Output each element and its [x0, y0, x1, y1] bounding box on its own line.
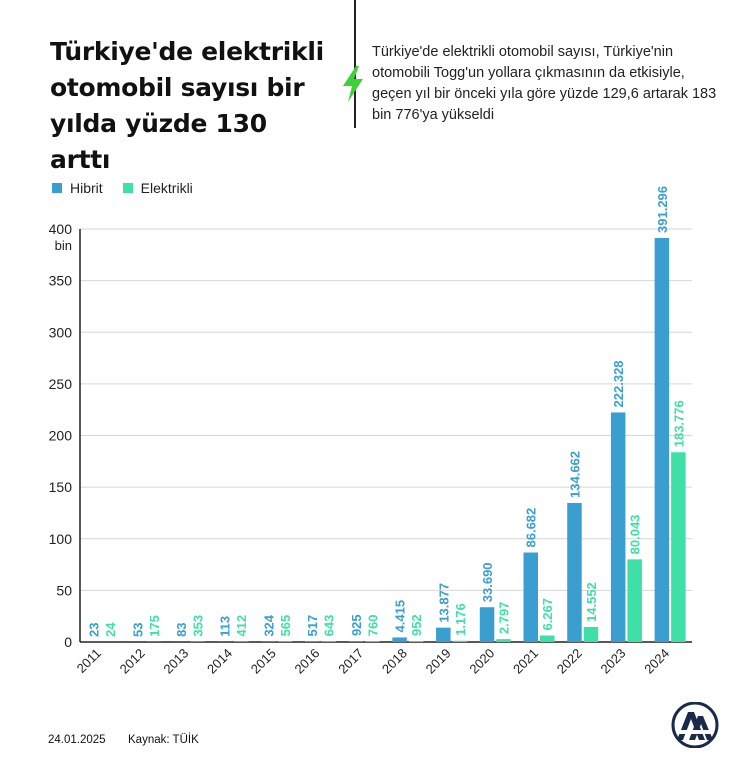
data-label: 113 [218, 616, 233, 637]
data-label: 565 [278, 615, 293, 637]
bar [610, 412, 626, 642]
x-tick-label: 2023 [597, 646, 628, 677]
x-tick-label: 2022 [554, 646, 585, 677]
data-label: 24 [103, 622, 118, 637]
bar [365, 641, 380, 642]
data-label: 83 [174, 622, 189, 636]
y-tick-label: 250 [49, 376, 73, 392]
data-label: 53 [130, 622, 145, 636]
y-tick-label: 300 [49, 324, 73, 340]
legend-swatch-hibrit [52, 183, 62, 193]
data-label: 183.776 [671, 400, 686, 447]
bar [304, 641, 320, 642]
x-tick-label: 2021 [510, 646, 541, 677]
data-label: 80.043 [628, 515, 643, 555]
y-tick-label: 100 [49, 531, 73, 547]
bar [671, 452, 686, 642]
x-tick-label: 2012 [117, 646, 148, 677]
bar [321, 641, 336, 642]
data-label: 86.682 [524, 508, 539, 548]
x-tick-label: 2018 [379, 646, 410, 677]
header-divider [354, 0, 356, 128]
bar [348, 641, 364, 642]
lightning-bolt-icon [343, 66, 363, 102]
data-label: 134.662 [567, 451, 582, 498]
y-tick-label: 200 [49, 428, 73, 444]
legend-item-hibrit: Hibrit [52, 180, 103, 196]
data-label: 33.690 [480, 562, 495, 602]
bar [277, 641, 293, 642]
y-tick-label: 400 [49, 221, 73, 237]
data-label: 324 [261, 614, 276, 636]
data-label: 517 [305, 615, 320, 637]
data-label: 643 [322, 615, 337, 637]
aa-logo [671, 702, 719, 748]
data-label: 353 [191, 615, 206, 637]
header-description: Türkiye'de elektrikli otomobil sayısı, T… [372, 44, 717, 123]
data-label: 925 [349, 614, 364, 636]
x-tick-label: 2024 [641, 646, 672, 677]
data-label: 2.797 [497, 602, 512, 635]
data-label: 222.328 [611, 360, 626, 407]
bar [452, 640, 468, 642]
x-tick-label: 2015 [248, 646, 279, 677]
x-tick-label: 2019 [423, 646, 454, 677]
data-label: 391.296 [655, 186, 670, 233]
data-label: 14.552 [584, 582, 599, 622]
bar [540, 635, 555, 642]
x-tick-label: 2020 [466, 646, 497, 677]
data-label: 175 [147, 615, 162, 637]
bar [583, 626, 599, 642]
data-label: 13.877 [436, 583, 451, 623]
legend-label-hibrit: Hibrit [70, 180, 103, 196]
legend-label-elektrikli: Elektrikli [140, 180, 193, 196]
legend-swatch-elektrikli [122, 183, 133, 193]
source-label: Kaynak: TÜİK [128, 734, 199, 746]
bar [392, 637, 407, 642]
x-tick-label: 2014 [204, 646, 235, 677]
bar [654, 237, 670, 642]
bar [567, 502, 582, 642]
data-label: 1.176 [453, 603, 468, 636]
data-label: 952 [409, 614, 424, 636]
data-label: 760 [365, 615, 380, 637]
y-tick-label: 150 [49, 479, 73, 495]
chart-legend: Hibrit Elektrikli [52, 180, 193, 196]
bar [523, 552, 538, 642]
bar [436, 627, 451, 642]
x-tick-label: 2013 [160, 646, 191, 677]
y-tick-label: 350 [49, 273, 73, 289]
data-label: 4.415 [393, 600, 408, 633]
publish-date: 24.01.2025 [48, 734, 106, 746]
bar [408, 641, 424, 642]
y-tick-label: 0 [64, 634, 72, 650]
bar [496, 639, 511, 642]
x-tick-label: 2016 [291, 646, 322, 677]
y-tick-label: 50 [56, 582, 72, 598]
bar [627, 559, 642, 642]
bar [479, 607, 495, 642]
legend-item-elektrikli: Elektrikli [122, 180, 193, 196]
page-title: Türkiye'de elektrikli otomobil sayısı bi… [50, 37, 324, 174]
x-tick-label: 2011 [74, 646, 104, 676]
data-label: 412 [234, 615, 249, 637]
data-label: 23 [87, 623, 102, 637]
y-unit-label: bin [55, 238, 72, 253]
x-tick-label: 2017 [335, 646, 366, 677]
data-label: 6.267 [540, 598, 555, 631]
